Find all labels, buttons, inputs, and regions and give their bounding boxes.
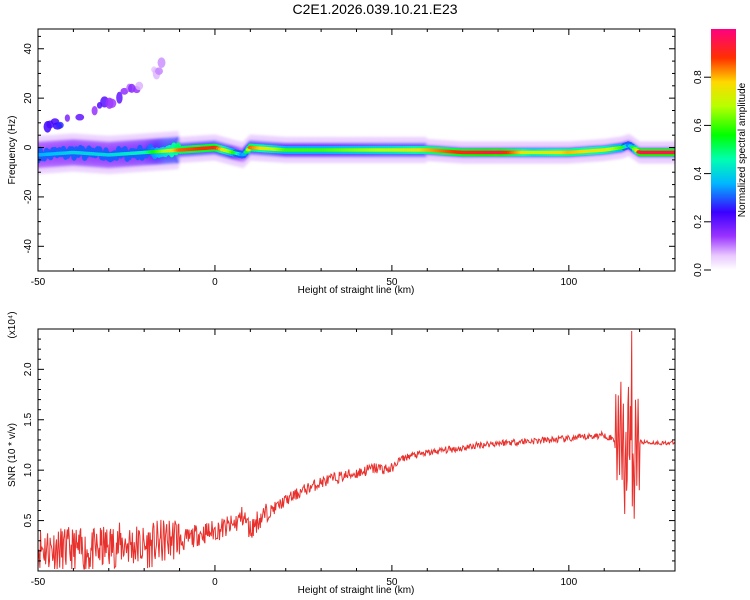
heatmap-secondary-branch: [43, 57, 166, 133]
colorbar-gradient: [711, 29, 736, 270]
x-tick-label: 0: [212, 277, 218, 288]
colorbar-tick-label: 0.6: [693, 118, 704, 132]
heatmap-branch-cell: [135, 81, 144, 91]
heatmap-branch-cell: [120, 87, 129, 95]
y-tick-label: 1.5: [23, 412, 34, 426]
snr-plot-area: [38, 329, 675, 571]
heatmap-x-axis-label: Height of straight line (km): [298, 285, 415, 296]
snr-panel: -50 0 50 100 0.5 1.0 1.5 2.0 Height of straigh…: [7, 311, 676, 596]
x-tick-label: -50: [31, 577, 46, 588]
snr-y-multiplier: (x10⁴): [7, 311, 18, 338]
x-tick-label: 0: [212, 577, 218, 588]
heatmap-branch-cell: [155, 67, 163, 75]
heatmap-branch-cell: [56, 121, 64, 129]
x-tick-label: 100: [560, 277, 577, 288]
snr-y-axis-label: SNR (10 * v/v): [7, 423, 18, 487]
snr-x-axis: -50 0 50 100: [31, 329, 676, 588]
heatmap-core-group: [38, 143, 675, 157]
colorbar-tick-label: 0.2: [693, 214, 704, 228]
colorbar-tick-label: 0.8: [693, 70, 704, 84]
y-tick-label: -20: [23, 189, 34, 204]
snr-y-axis: 0.5 1.0 1.5 2.0: [23, 338, 675, 562]
colorbar-label: Normalized spectral amplitude: [737, 82, 748, 217]
heatmap-branch-cell: [116, 91, 123, 104]
snr-series-line: [38, 330, 675, 570]
x-tick-label: 50: [386, 277, 398, 288]
y-tick-label: 20: [23, 92, 34, 104]
heatmap-branch-cell: [107, 98, 117, 108]
colorbar: 0.0 0.2 0.4 0.6 0.8 Normalized spectral ampl…: [693, 29, 748, 277]
snr-x-axis-label: Height of straight line (km): [298, 585, 415, 596]
y-tick-label: -40: [23, 239, 34, 254]
heatmap-y-axis: -40 -20 0 20 40: [23, 35, 675, 260]
y-tick-label: 2.0: [23, 362, 34, 376]
heatmap-core-cell: [672, 150, 675, 155]
heatmap-layer: [38, 57, 675, 175]
heatmap-y-axis-label: Frequency (Hz): [7, 116, 18, 185]
heatmap-panel: -50 0 50 100 -40 -20 0 20 40 Height of straight…: [7, 28, 676, 296]
x-tick-label: 100: [560, 577, 577, 588]
x-tick-label: -50: [31, 277, 46, 288]
y-tick-label: 0.5: [23, 513, 34, 527]
colorbar-ticks: 0.0 0.2 0.4 0.6 0.8: [693, 70, 711, 277]
y-tick-label: 40: [23, 43, 34, 55]
heatmap-branch-cell: [157, 57, 166, 69]
heatmap-branch-cell: [91, 106, 98, 116]
heatmap-x-axis: -50 0 50 100: [31, 29, 676, 288]
colorbar-tick-label: 0.0: [693, 263, 704, 277]
y-tick-label: 0: [23, 144, 34, 150]
x-tick-label: 50: [386, 577, 398, 588]
colorbar-tick-label: 0.4: [693, 166, 704, 180]
heatmap-branch-cell: [64, 114, 70, 122]
heatmap-branch-cell: [75, 113, 85, 121]
y-tick-label: 1.0: [23, 463, 34, 477]
page-title: C2E1.2026.039.10.21.E23: [292, 1, 458, 17]
